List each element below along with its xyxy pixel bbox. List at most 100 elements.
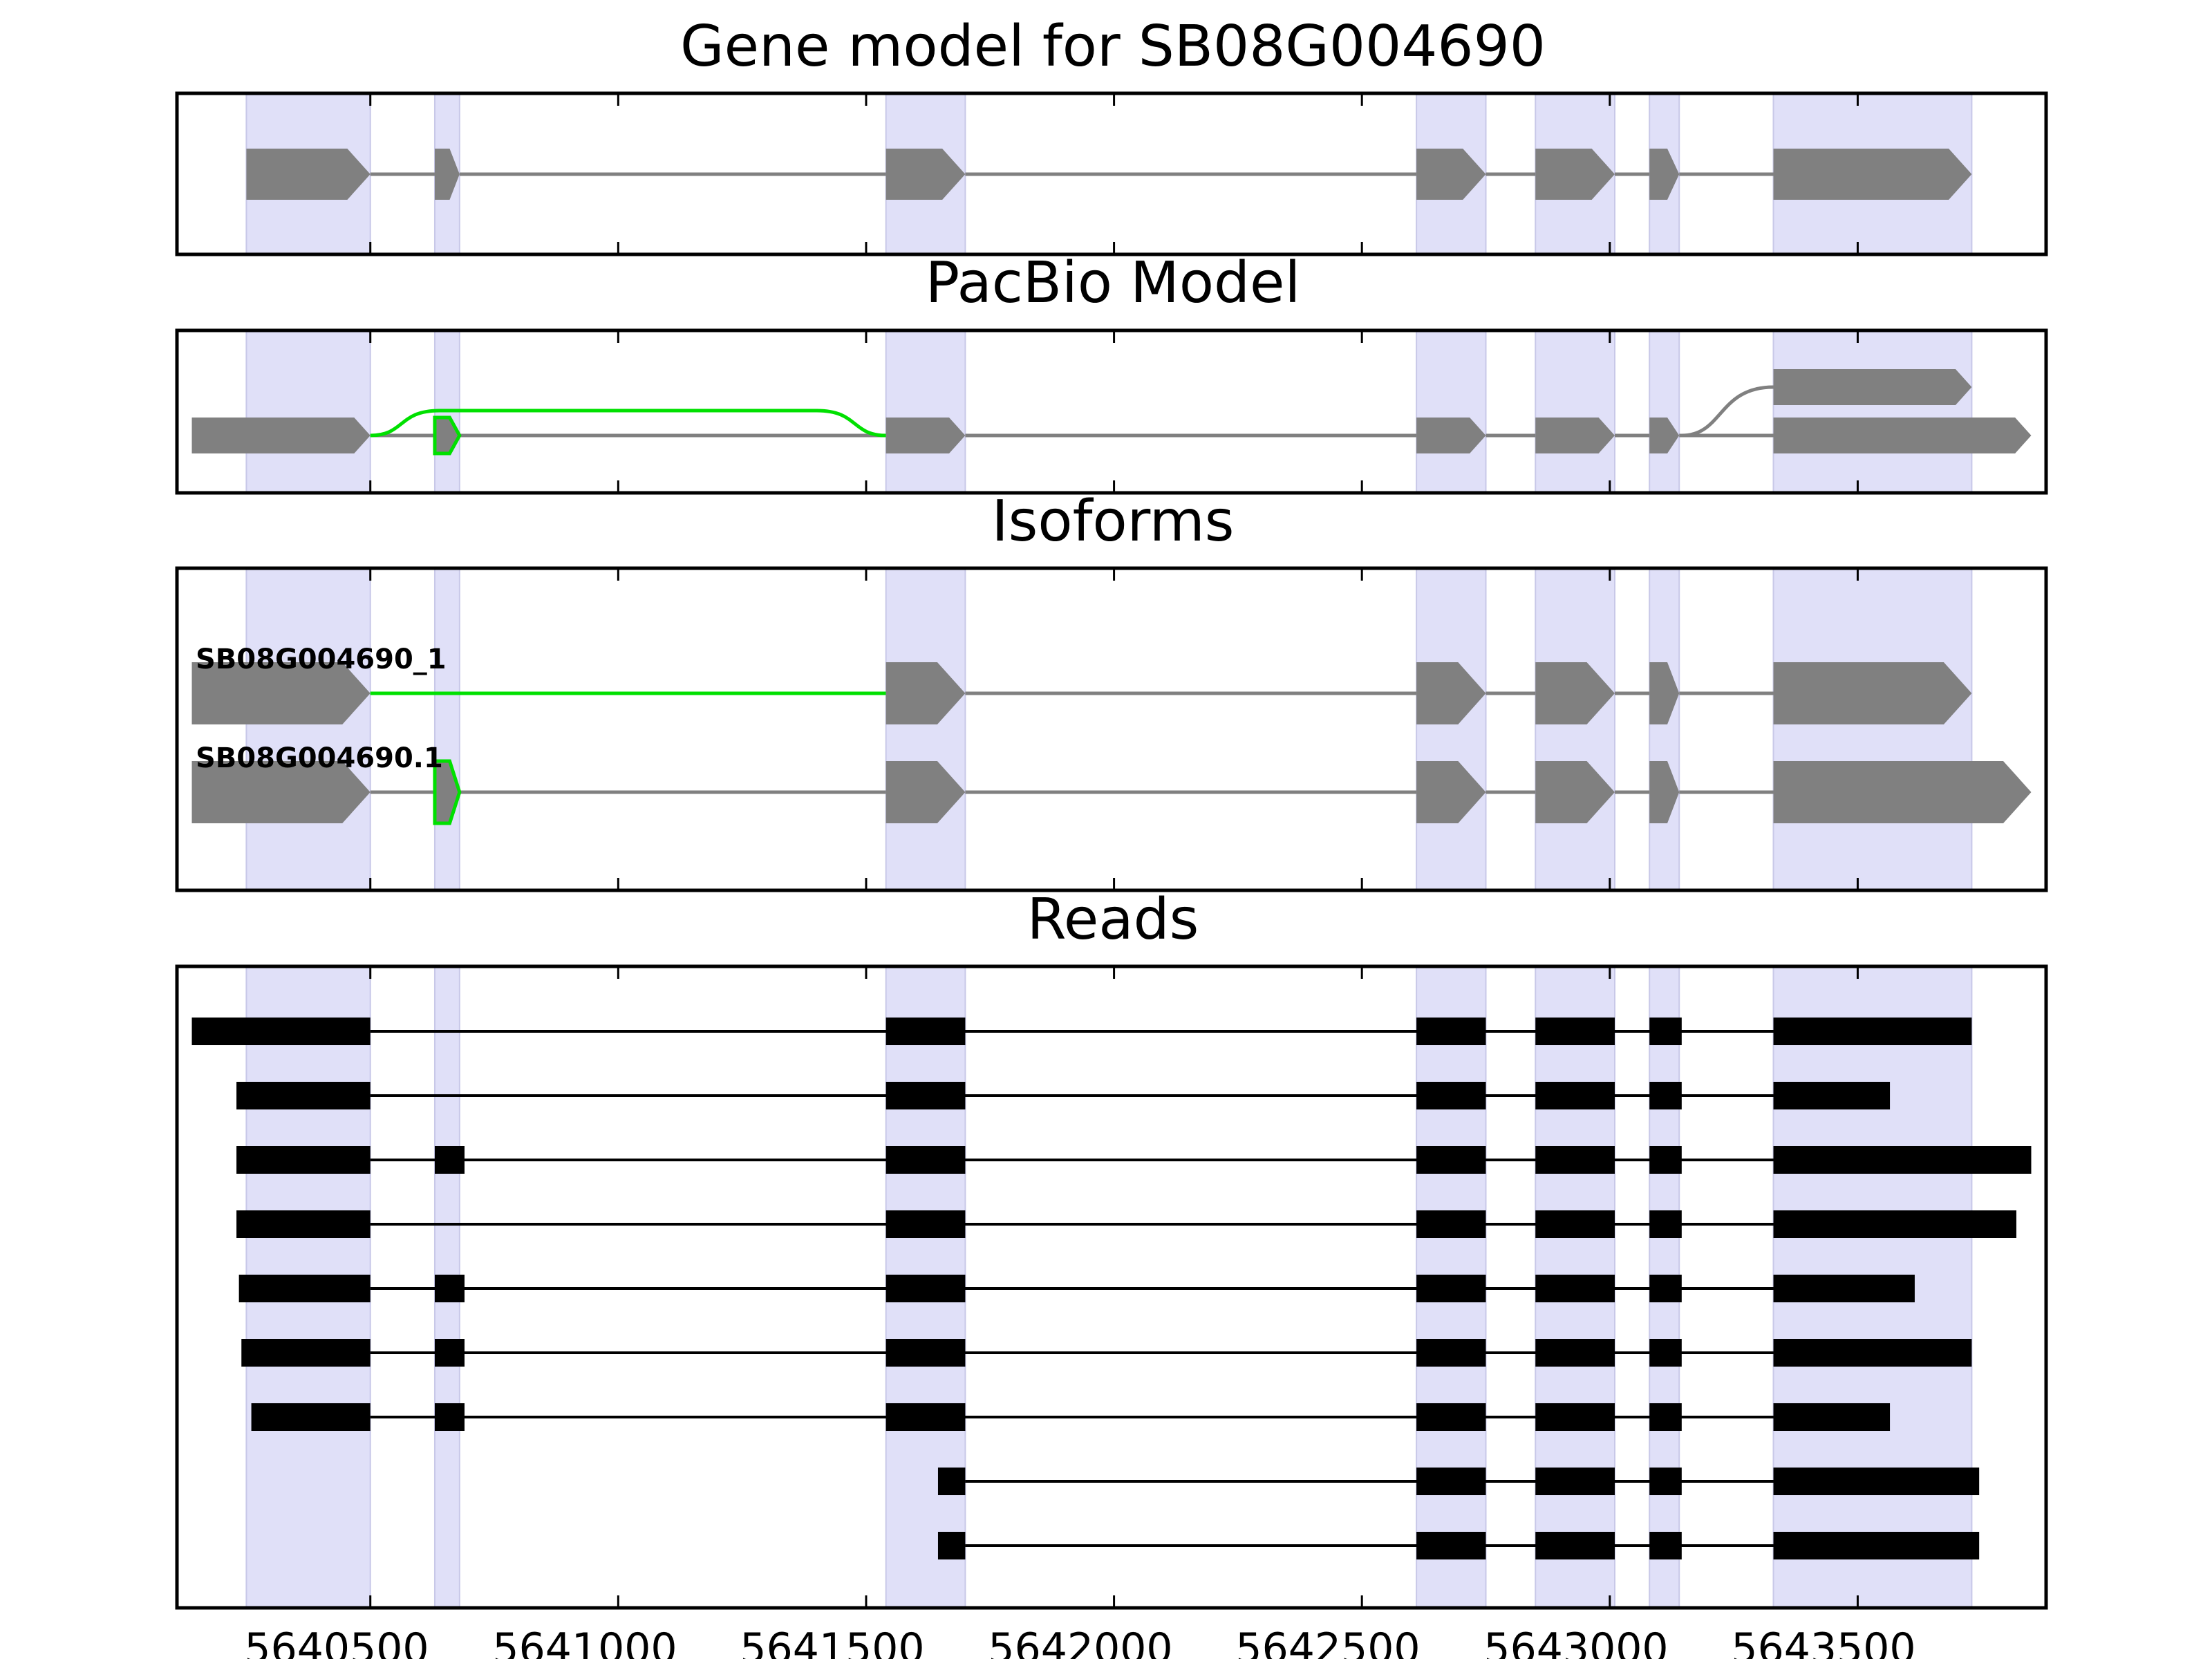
read-block: [434, 1339, 465, 1367]
gene-exon: [1773, 149, 1972, 200]
read-block: [885, 1146, 966, 1174]
read-block: [434, 1275, 465, 1302]
read-block: [238, 1275, 371, 1302]
exon-highlight-layer: [245, 93, 1973, 1609]
track-layer: [191, 149, 2032, 1559]
isoform-exon: [1773, 761, 2032, 823]
read-block: [1535, 1082, 1615, 1109]
x-tick-label: 5641500: [740, 1624, 924, 1659]
exon-highlight-band: [245, 568, 371, 891]
exon-highlight-band: [885, 330, 966, 494]
isoform-exon: [885, 662, 966, 724]
read-block: [885, 1018, 966, 1045]
isoform-label-1: SB08G004690_1: [196, 644, 447, 675]
read-block: [1416, 1468, 1486, 1495]
gene-exon: [1416, 149, 1486, 200]
exon-highlight-band: [885, 568, 966, 891]
read-block: [1773, 1018, 1972, 1045]
read-block: [1416, 1018, 1486, 1045]
read-block: [1416, 1339, 1486, 1367]
isoform-label-2: SB08G004690.1: [196, 742, 443, 774]
panel-frame: [175, 566, 2048, 892]
panel-frame: [175, 328, 2048, 495]
isoform-exon: [1416, 662, 1486, 724]
x-tick-label: 5640500: [244, 1624, 429, 1659]
panel-frame: [175, 91, 2048, 256]
read-block: [1773, 1532, 1980, 1559]
gene-exon: [1535, 149, 1615, 200]
exon-highlight-band: [1535, 568, 1616, 891]
exon-highlight-band: [1649, 568, 1680, 891]
read-block: [1535, 1275, 1615, 1302]
read-block: [1773, 1082, 1891, 1109]
pacbio-branch: [1681, 385, 1774, 438]
read-block: [1773, 1146, 2032, 1174]
read-block: [1416, 1275, 1486, 1302]
read-block: [1535, 1018, 1615, 1045]
isoform-exon: [1773, 662, 1972, 724]
read-block: [1535, 1403, 1615, 1431]
isoform-exon: [885, 761, 966, 823]
read-block: [1416, 1403, 1486, 1431]
read-block: [1649, 1532, 1682, 1559]
isoform-exon: [1535, 761, 1615, 823]
read-block: [1535, 1210, 1615, 1238]
read-block: [236, 1210, 371, 1238]
panel-frame: [175, 964, 2048, 1610]
exon-highlight-band: [245, 330, 371, 494]
gene-exon: [1649, 149, 1680, 200]
read-block: [1773, 1275, 1915, 1302]
pacbio-exon: [1773, 418, 2032, 453]
isoform-exon: [1535, 662, 1615, 724]
pacbio-exon-upper: [1773, 369, 1972, 405]
exon-highlight-band: [1416, 568, 1487, 891]
x-tick-labels: 5640500 5641000 5641500 5642000 5642500 …: [244, 1624, 1915, 1659]
x-tick-label: 5643000: [1483, 1624, 1668, 1659]
pacbio-exon: [191, 418, 371, 453]
pacbio-exon: [1649, 418, 1680, 453]
panel-title-reads: Reads: [1027, 887, 1199, 953]
read-block: [1535, 1532, 1615, 1559]
pacbio-exon: [885, 418, 966, 453]
read-block: [1773, 1210, 2016, 1238]
read-block: [1649, 1082, 1682, 1109]
read-block: [1773, 1403, 1891, 1431]
panel-title-gene-model: Gene model for SB08G004690: [680, 14, 1546, 79]
panel-title-pacbio-model: PacBio Model: [926, 250, 1301, 316]
panel-frame-layer: [175, 91, 2048, 1610]
x-tick-label: 5642000: [988, 1624, 1172, 1659]
isoform-exon: [1649, 761, 1680, 823]
gene-exon: [434, 149, 460, 200]
read-block: [1416, 1146, 1486, 1174]
isoform-alt-exon: [433, 759, 462, 825]
read-block: [1535, 1468, 1615, 1495]
read-block: [1649, 1210, 1682, 1238]
read-block: [937, 1468, 966, 1495]
read-block: [1773, 1468, 1980, 1495]
gene-exon: [246, 149, 371, 200]
read-block: [236, 1082, 371, 1109]
read-block: [885, 1210, 966, 1238]
exon-highlight-band: [1772, 330, 1973, 494]
read-block: [1649, 1339, 1682, 1367]
read-block: [1416, 1532, 1486, 1559]
read-block: [241, 1339, 371, 1367]
exon-highlight-band: [1772, 568, 1973, 891]
read-block: [885, 1403, 966, 1431]
isoform-exon: [1416, 761, 1486, 823]
read-block: [1535, 1339, 1615, 1367]
read-block: [434, 1146, 465, 1174]
panel-title-isoforms: Isoforms: [992, 489, 1235, 554]
read-block: [1535, 1146, 1615, 1174]
read-block: [1649, 1403, 1682, 1431]
exon-highlight-band: [1416, 330, 1487, 494]
read-block: [1416, 1210, 1486, 1238]
read-block: [434, 1403, 465, 1431]
read-block: [1649, 1275, 1682, 1302]
read-block: [1649, 1468, 1682, 1495]
isoform-exon: [191, 761, 371, 823]
exon-highlight-band: [1535, 330, 1616, 494]
pacbio-exon: [1535, 418, 1615, 453]
read-block: [1649, 1018, 1682, 1045]
